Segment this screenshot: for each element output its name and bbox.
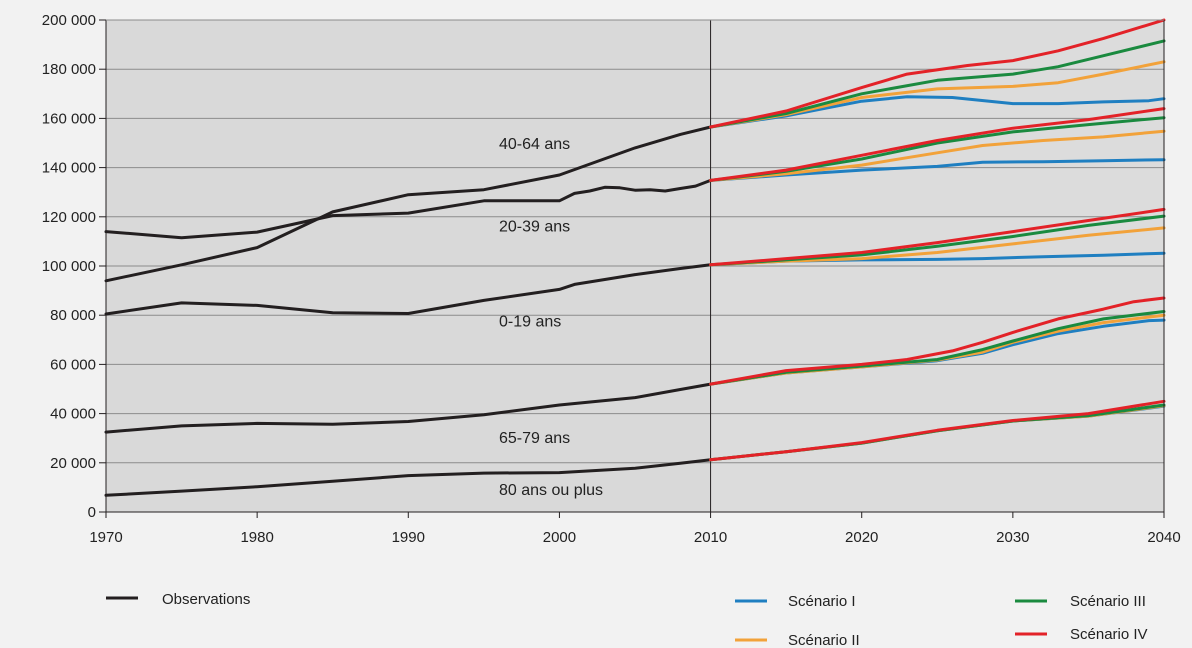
legend-label-scenario-2: Scénario II <box>788 632 860 648</box>
y-tick-label: 60 000 <box>50 356 96 373</box>
legend-item-observations: Observations <box>106 591 250 608</box>
group-label-5: 80 ans ou plus <box>499 482 603 499</box>
legend-label-scenario-4: Scénario IV <box>1070 626 1148 643</box>
age-group-labels: 40-64 ans 20-39 ans 0-19 ans 65-79 ans 80 an… <box>499 136 603 499</box>
plot-frame <box>99 19 1165 518</box>
x-tick-label: 2040 <box>1147 529 1180 546</box>
y-tick-label: 140 000 <box>42 160 96 177</box>
x-axis-tick-labels: 1970 1980 1990 2000 2010 2020 2030 2040 <box>89 529 1180 546</box>
legend-item-scenario-1: Scénario I <box>735 593 856 610</box>
group-label-1: 40-64 ans <box>499 136 570 153</box>
group-label-4: 65-79 ans <box>499 430 570 447</box>
y-tick-label: 80 000 <box>50 307 96 324</box>
series-lines <box>104 18 1166 497</box>
gridlines <box>106 19 1164 464</box>
line-scenario-3-group-1 <box>709 39 1166 129</box>
group-label-2: 20-39 ans <box>499 219 570 236</box>
legend-item-scenario-3: Scénario III <box>1015 593 1146 610</box>
legend-label-observations: Observations <box>162 591 250 608</box>
legend: Observations Scénario I Scénario II Scén… <box>106 591 1148 648</box>
y-tick-label: 0 <box>88 504 96 521</box>
x-tick-label: 1970 <box>89 529 122 546</box>
x-tick-label: 2030 <box>996 529 1029 546</box>
line-observations-group-2 <box>104 178 713 240</box>
line-observations-group-1 <box>104 125 713 283</box>
x-tick-label: 2000 <box>543 529 576 546</box>
y-tick-label: 200 000 <box>42 12 96 29</box>
legend-item-scenario-2: Scénario II <box>735 632 860 648</box>
legend-label-scenario-1: Scénario I <box>788 593 856 610</box>
legend-label-scenario-3: Scénario III <box>1070 593 1146 610</box>
line-scenario-1-group-2 <box>709 158 1166 182</box>
x-tick-label: 2020 <box>845 529 878 546</box>
y-tick-label: 40 000 <box>50 406 96 423</box>
legend-item-scenario-4: Scénario IV <box>1015 626 1148 643</box>
y-tick-label: 120 000 <box>42 209 96 226</box>
line-scenario-2-group-2 <box>709 129 1166 182</box>
line-observations-group-4 <box>104 382 713 434</box>
y-tick-label: 100 000 <box>42 258 96 275</box>
y-tick-label: 20 000 <box>50 455 96 472</box>
group-label-3: 0-19 ans <box>499 313 561 330</box>
line-scenario-2-group-1 <box>709 60 1166 129</box>
line-observations-group-3 <box>104 263 713 316</box>
y-tick-label: 160 000 <box>42 110 96 127</box>
line-scenario-4-group-2 <box>709 107 1166 182</box>
line-observations-group-5 <box>104 458 713 497</box>
line-scenario-3-group-4 <box>709 310 1166 386</box>
y-axis-tick-labels: 0 20 000 40 000 60 000 80 000 100 000 120 000 1… <box>42 12 96 521</box>
x-tick-label: 1990 <box>392 529 425 546</box>
line-scenario-4-group-3 <box>709 207 1166 267</box>
line-scenario-4-group-1 <box>709 18 1166 129</box>
line-scenario-1-group-1 <box>709 95 1166 129</box>
x-tick-label: 2010 <box>694 529 727 546</box>
y-tick-label: 180 000 <box>42 61 96 78</box>
line-scenario-4-group-4 <box>709 296 1166 386</box>
line-scenario-4-group-5 <box>709 399 1166 462</box>
x-tick-label: 1980 <box>240 529 273 546</box>
